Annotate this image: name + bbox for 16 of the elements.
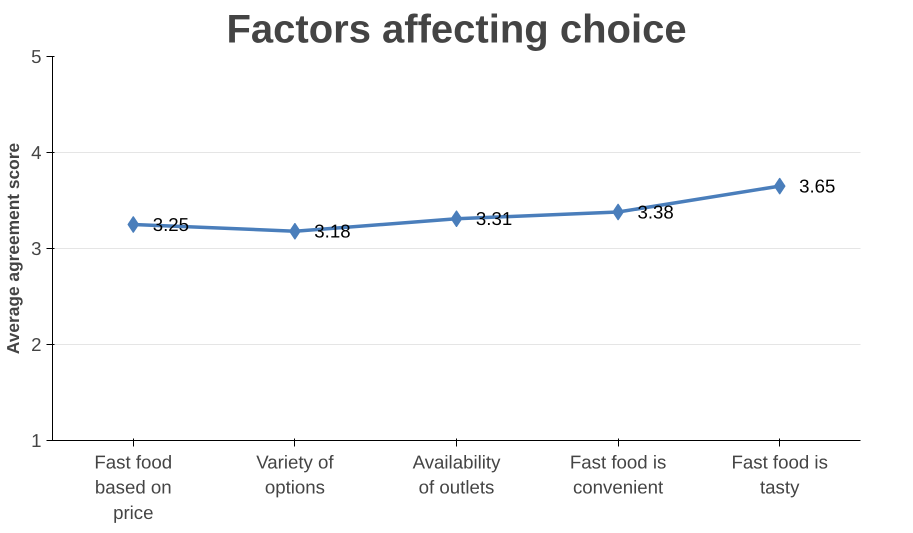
data-label: 3.38 [637, 202, 674, 223]
y-tick-label: 4 [31, 142, 42, 163]
y-tick-label: 1 [31, 430, 42, 451]
chart-title: Factors affecting choice [226, 8, 687, 52]
x-tick-label: Availability of outlets [412, 452, 502, 498]
x-tick-label: Fast food is convenient [570, 452, 666, 498]
x-tick-label: Fast food is tasty [731, 452, 828, 498]
y-axis-title: Average agreement score [3, 142, 24, 354]
y-tick-label: 2 [31, 334, 42, 355]
y-tick-label: 5 [31, 46, 42, 67]
x-tick-label: Fast food based on price [94, 452, 172, 523]
point [127, 216, 140, 233]
point [774, 178, 786, 195]
x-tick-label: Variety of options [256, 452, 334, 498]
data-label: 3.65 [799, 176, 836, 197]
y-tick-label: 3 [31, 238, 42, 259]
